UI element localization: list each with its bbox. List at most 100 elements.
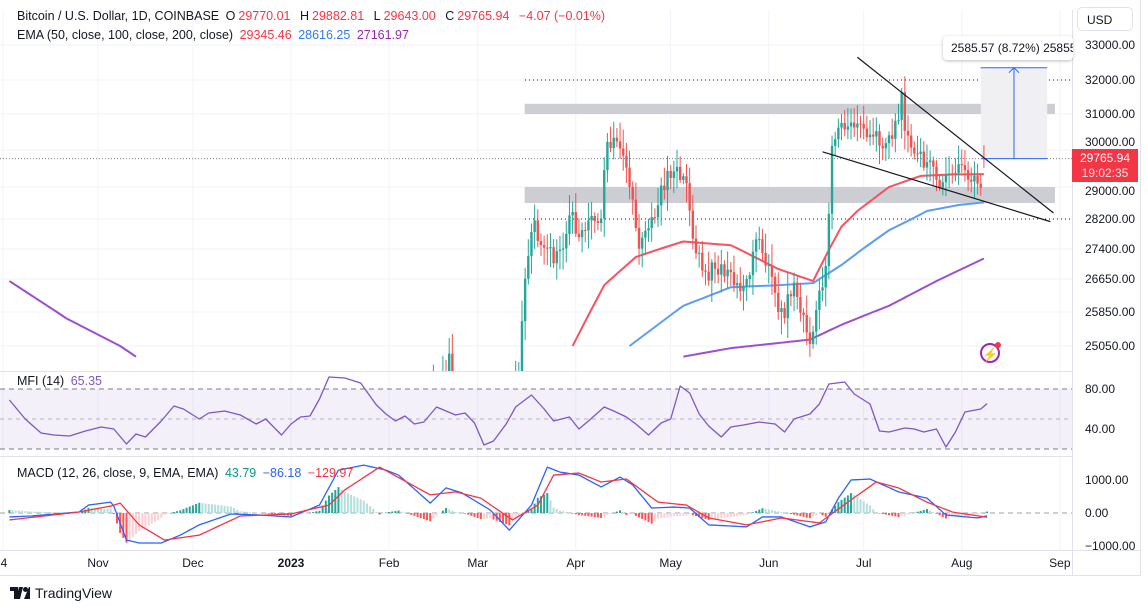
candle[interactable] (865, 115, 869, 142)
candle[interactable] (796, 276, 799, 310)
candle[interactable] (941, 175, 944, 196)
candle[interactable] (596, 213, 600, 231)
candle[interactable] (748, 271, 751, 288)
candle[interactable] (909, 123, 913, 157)
candle[interactable] (599, 209, 603, 232)
trendline[interactable] (822, 151, 1051, 223)
candle[interactable] (773, 272, 777, 308)
candle[interactable] (634, 182, 638, 232)
candle[interactable] (675, 149, 679, 189)
price-pane[interactable] (0, 56, 1072, 569)
candle[interactable] (916, 135, 919, 163)
candle[interactable] (777, 272, 780, 320)
candle[interactable] (707, 251, 710, 286)
candle[interactable] (732, 255, 736, 292)
candle[interactable] (420, 468, 422, 480)
candle[interactable] (710, 259, 714, 302)
candle[interactable] (843, 110, 846, 137)
candle[interactable] (653, 208, 657, 224)
candle[interactable] (701, 240, 704, 277)
candle[interactable] (723, 260, 726, 283)
mfi-legend[interactable]: MFI (14) 65.35 (17, 374, 105, 388)
candle[interactable] (868, 120, 872, 146)
candle[interactable] (726, 251, 729, 289)
candle[interactable] (672, 160, 676, 194)
candle[interactable] (508, 494, 510, 569)
candle[interactable] (542, 235, 546, 265)
candle[interactable] (834, 131, 837, 156)
mfi-line[interactable] (8, 376, 988, 448)
candle[interactable] (688, 167, 691, 227)
candle[interactable] (530, 223, 533, 274)
candle[interactable] (973, 161, 976, 199)
candle[interactable] (963, 150, 967, 182)
macd-signal-line[interactable] (9, 466, 988, 541)
candle[interactable] (451, 333, 454, 388)
candle[interactable] (685, 163, 688, 203)
candle[interactable] (505, 526, 507, 565)
candle[interactable] (666, 155, 669, 211)
candle[interactable] (846, 108, 850, 140)
candle[interactable] (982, 145, 986, 168)
candle[interactable] (486, 449, 488, 491)
candle[interactable] (894, 113, 897, 153)
candle[interactable] (631, 181, 634, 215)
macd-legend[interactable]: MACD (12, 26, close, 9, EMA, EMA) 43.79 … (17, 466, 356, 480)
candle[interactable] (720, 249, 723, 293)
candle[interactable] (770, 244, 774, 295)
candle[interactable] (792, 272, 796, 312)
candle[interactable] (767, 254, 770, 284)
candle[interactable] (618, 122, 622, 159)
candle[interactable] (919, 137, 922, 168)
candle[interactable] (694, 225, 698, 259)
candle[interactable] (546, 234, 549, 266)
candle[interactable] (518, 362, 520, 384)
candle[interactable] (881, 137, 884, 161)
candle[interactable] (659, 177, 663, 226)
trendline[interactable] (856, 56, 1054, 214)
ema-legend[interactable]: EMA (50, close, 100, close, 200, close) … (17, 28, 412, 42)
candle[interactable] (754, 232, 758, 273)
candle[interactable] (922, 141, 926, 172)
candle[interactable] (536, 209, 539, 248)
candle[interactable] (830, 135, 834, 230)
candle[interactable] (951, 164, 954, 184)
candle[interactable] (884, 137, 888, 161)
candle[interactable] (663, 167, 666, 200)
candle[interactable] (878, 124, 881, 165)
candle[interactable] (837, 118, 840, 148)
candle[interactable] (641, 232, 644, 268)
candle[interactable] (520, 300, 524, 386)
candle[interactable] (742, 274, 745, 311)
candle[interactable] (887, 131, 891, 159)
candle[interactable] (745, 275, 748, 302)
candle[interactable] (603, 157, 606, 237)
candle[interactable] (805, 295, 808, 345)
candle[interactable] (571, 201, 574, 234)
candle[interactable] (549, 233, 552, 268)
candle[interactable] (761, 228, 764, 262)
candle[interactable] (568, 195, 571, 246)
support-resistance-zone[interactable] (524, 103, 1055, 114)
candle[interactable] (799, 282, 802, 322)
candle[interactable] (612, 121, 615, 160)
candle[interactable] (580, 222, 584, 253)
candle[interactable] (432, 364, 434, 401)
candle[interactable] (495, 491, 497, 533)
candle[interactable] (678, 156, 682, 183)
candle[interactable] (758, 226, 761, 250)
candle[interactable] (979, 173, 982, 196)
candle[interactable] (637, 214, 641, 265)
candle[interactable] (840, 113, 843, 141)
candle[interactable] (593, 212, 596, 233)
candle[interactable] (739, 267, 742, 302)
candle[interactable] (780, 300, 783, 335)
candle[interactable] (935, 160, 938, 192)
candle[interactable] (862, 105, 865, 140)
candle[interactable] (966, 161, 970, 192)
ema-line-50[interactable] (571, 173, 984, 347)
mfi-pane[interactable] (0, 376, 1072, 450)
candle[interactable] (735, 274, 739, 299)
candle[interactable] (442, 355, 444, 415)
